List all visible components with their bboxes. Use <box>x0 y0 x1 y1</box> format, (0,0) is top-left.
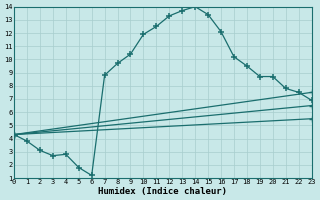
X-axis label: Humidex (Indice chaleur): Humidex (Indice chaleur) <box>98 187 227 196</box>
